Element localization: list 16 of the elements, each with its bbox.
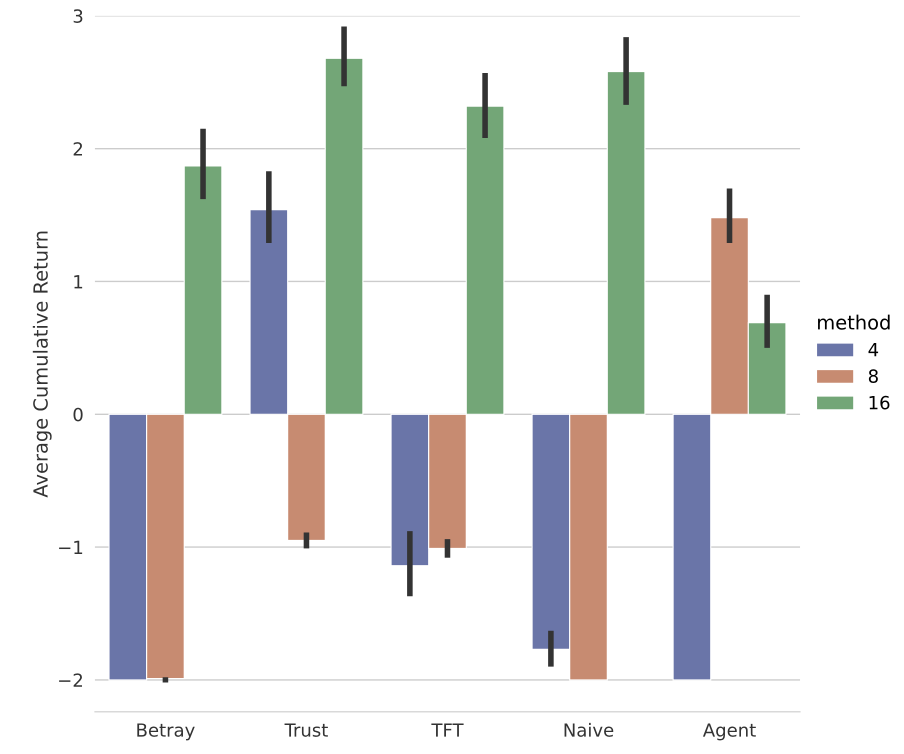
legend-label: 4 [868, 343, 878, 356]
legend-title: method [818, 314, 890, 330]
y-tick-label: 2 [74, 142, 82, 156]
x-tick-label: Naive [564, 722, 614, 737]
y-tick-label: −2 [59, 673, 82, 687]
legend-label: 8 [868, 369, 878, 383]
x-tick-label: Trust [284, 723, 328, 737]
x-tick-label: Agent [702, 723, 756, 740]
y-tick-label: 3 [74, 9, 82, 23]
y-axis-title: Average Cumulative Return [32, 232, 52, 498]
legend-label: 16 [870, 396, 890, 410]
x-tick-label: Betray [137, 723, 195, 740]
y-tick-label: −1 [59, 540, 82, 554]
x-tick-label: TFT [431, 723, 464, 737]
y-tick-label: 0 [74, 408, 83, 422]
y-tick-label: 1 [74, 275, 82, 288]
